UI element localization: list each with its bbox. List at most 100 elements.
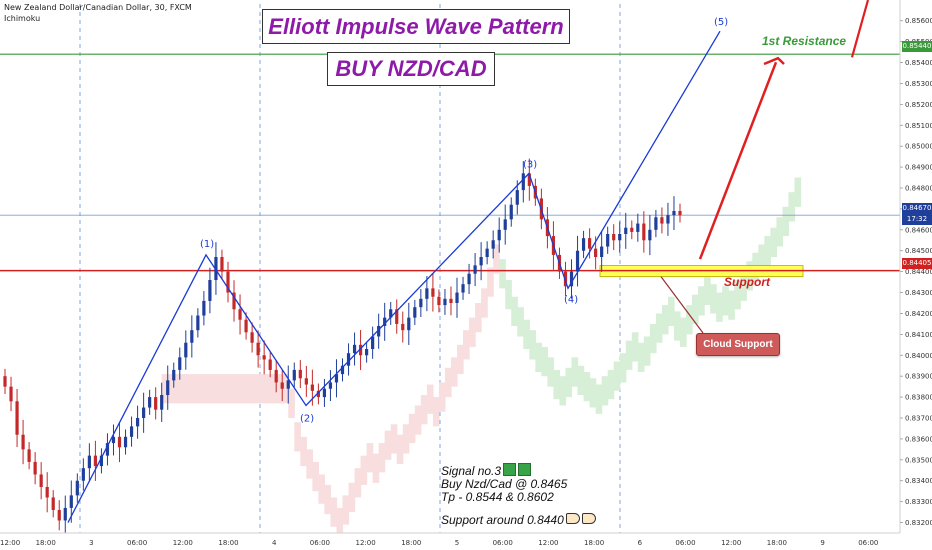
bull-candle: [485, 248, 489, 257]
cloud-segment: [734, 280, 741, 310]
time-tick-label: 3: [89, 539, 93, 547]
wave-label: (3): [523, 159, 537, 170]
price-tick-label: 0.84200: [905, 310, 932, 318]
bear-candle: [310, 384, 314, 391]
bull-candle: [455, 292, 459, 303]
cloud-segment: [402, 424, 410, 454]
price-tick-label: 0.83400: [905, 477, 932, 485]
bull-candle: [166, 380, 170, 395]
projection-arrow-shaft: [698, 61, 778, 260]
bull-candle: [184, 342, 188, 358]
bull-candle: [413, 307, 417, 318]
cloud-segment: [686, 305, 693, 335]
cloud-segment: [342, 495, 350, 525]
cloud-segment: [444, 367, 452, 398]
wave-label: (2): [300, 413, 314, 424]
price-tick-label: 0.85300: [905, 80, 932, 88]
cloud-segment: [655, 313, 663, 343]
bear-candle: [395, 309, 399, 324]
cloud-segment: [559, 376, 567, 406]
cloud-segment: [631, 332, 639, 362]
candlestick-series: [3, 158, 682, 533]
bear-candle: [612, 234, 616, 241]
cloud-segment: [583, 372, 591, 402]
cloud-segment: [306, 449, 313, 479]
cloud-segment: [698, 286, 705, 316]
cloud-segment: [523, 319, 530, 349]
bear-candle: [33, 461, 37, 475]
bull-candle: [352, 344, 357, 354]
cloud-segment: [179, 374, 187, 404]
bear-candle: [93, 455, 98, 467]
bull-candle: [105, 443, 110, 456]
bull-candle: [129, 426, 134, 437]
bull-candle: [292, 369, 296, 381]
cloud-segment: [252, 374, 259, 404]
cloud-segment: [571, 357, 579, 387]
bear-candle: [587, 238, 592, 249]
cloud-segment: [740, 271, 747, 301]
time-tick-label: 18:00: [584, 539, 604, 547]
bear-candle: [226, 271, 230, 293]
cloud-segment: [420, 395, 428, 425]
bull-candle: [654, 217, 658, 230]
price-tick-label: 0.84000: [905, 352, 932, 360]
time-tick-label: 18:00: [218, 539, 238, 547]
bear-candle: [630, 227, 634, 232]
bull-candle: [569, 271, 574, 287]
time-tick-label: 4: [272, 539, 277, 547]
time-tick-label: 18:00: [767, 539, 787, 547]
bull-candle: [515, 190, 519, 205]
bull-candle: [636, 223, 640, 232]
bear-candle: [431, 288, 435, 297]
cloud-segment: [288, 388, 295, 418]
cloud-segment: [553, 369, 561, 400]
bull-candle: [340, 365, 345, 375]
cloud-segment: [541, 346, 549, 377]
time-tick-label: 06:00: [127, 539, 147, 547]
cloud-segment: [680, 317, 687, 347]
bear-candle: [232, 292, 236, 310]
price-tick-label: 0.84600: [905, 226, 932, 234]
bull-candle: [75, 480, 79, 496]
cloud-segment: [499, 259, 506, 289]
cloud-segment: [487, 267, 494, 297]
signal-number: Signal no.3: [441, 464, 502, 478]
bull-candle: [425, 288, 429, 299]
cloud-segment: [764, 236, 772, 266]
price-tick-label: 0.85000: [905, 143, 932, 151]
price-tick-label: 0.84100: [905, 331, 932, 339]
bull-candle: [479, 257, 483, 266]
countdown-tag: 17:32: [902, 214, 932, 225]
bull-candle: [135, 418, 140, 427]
bull-candle: [202, 300, 206, 316]
cloud-segment: [788, 192, 796, 222]
cloud-segment: [240, 374, 247, 404]
price-tick-label: 0.84300: [905, 289, 932, 297]
bear-candle: [401, 323, 405, 331]
bull-candle: [123, 436, 128, 448]
bull-candle: [63, 507, 67, 521]
price-tick-label: 0.84400: [905, 268, 932, 276]
bull-candle: [624, 227, 628, 234]
cloud-segment: [426, 384, 434, 414]
cloud-segment: [330, 497, 338, 527]
cloud-segment: [270, 374, 277, 404]
cloud-segment: [481, 288, 488, 318]
cloud-segment: [577, 365, 585, 395]
cloud-segment: [643, 336, 651, 366]
signal-title: BUY NZD/CAD: [327, 52, 495, 86]
cloud-segment: [408, 413, 416, 444]
bull-candle: [503, 219, 507, 230]
bull-candle: [160, 395, 164, 410]
bull-candle: [346, 353, 351, 366]
time-tick-label: 12:00: [173, 539, 193, 547]
bear-candle: [51, 497, 55, 510]
indicator-label[interactable]: Ichimoku: [4, 14, 41, 23]
bear-candle: [594, 248, 598, 257]
time-tick-label: 12:00: [0, 539, 20, 547]
cloud-segment: [673, 311, 681, 341]
cloud-segment: [776, 217, 784, 247]
cloud-segment: [710, 284, 717, 314]
